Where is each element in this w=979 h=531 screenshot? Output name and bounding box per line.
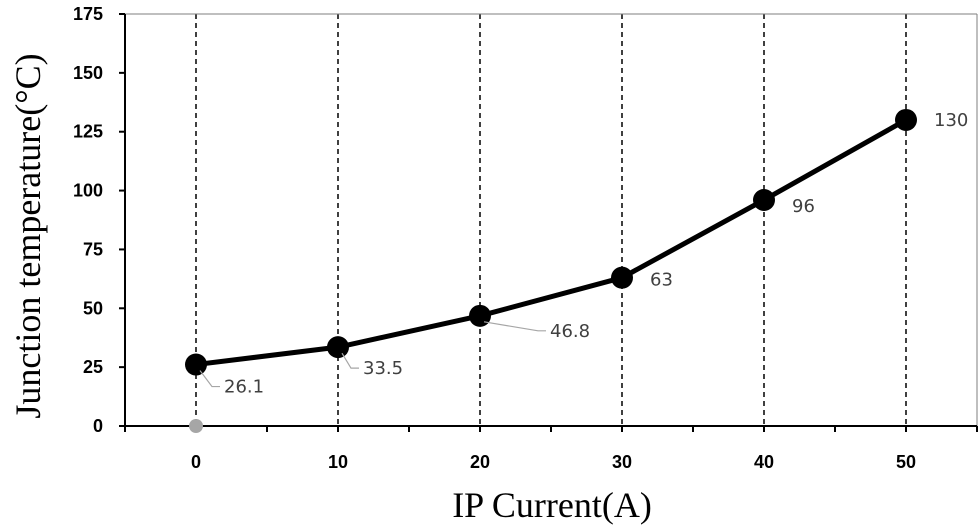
x-tick-label-20: 20 xyxy=(470,452,490,472)
data-point-4 xyxy=(753,188,775,211)
vertical-gridlines xyxy=(195,14,907,426)
axes xyxy=(119,13,978,432)
data-label-0: 26.1 xyxy=(224,377,264,398)
y-axis-title: Junction temperature(°C) xyxy=(8,53,48,418)
leader-line-2 xyxy=(483,321,546,332)
data-labels: 26.1 33.5 46.8 63 96 130 xyxy=(199,110,968,398)
data-label-2: 46.8 xyxy=(550,321,590,342)
y-tick-label-0: 0 xyxy=(93,416,103,436)
y-tick-label-75: 75 xyxy=(83,239,103,259)
data-point-5 xyxy=(895,108,917,131)
y-tick-label-175: 175 xyxy=(73,4,103,24)
y-tick-label-100: 100 xyxy=(73,181,103,201)
y-tick-label-125: 125 xyxy=(73,122,103,142)
origin-point xyxy=(189,419,203,433)
x-tick-label-0: 0 xyxy=(191,452,201,472)
data-label-4: 96 xyxy=(792,196,815,217)
leader-line-0 xyxy=(199,370,220,388)
series-line xyxy=(195,117,908,368)
data-point-0 xyxy=(185,353,207,376)
tick-labels: 0 25 50 75 100 125 150 175 0 10 20 30 40 50 xyxy=(73,4,916,472)
x-tick-label-40: 40 xyxy=(754,452,774,472)
y-tick-label-50: 50 xyxy=(83,298,103,318)
data-label-3: 63 xyxy=(650,270,673,291)
data-point-1 xyxy=(327,336,349,359)
data-label-1: 33.5 xyxy=(363,358,403,379)
x-tick-label-50: 50 xyxy=(896,452,916,472)
data-point-2 xyxy=(469,304,491,327)
x-tick-label-10: 10 xyxy=(328,452,348,472)
leader-line-1 xyxy=(341,352,359,369)
data-label-5: 130 xyxy=(934,110,968,131)
x-axis-title: IP Current(A) xyxy=(452,485,652,525)
x-tick-label-30: 30 xyxy=(612,452,632,472)
data-series xyxy=(185,108,917,433)
y-tick-label-25: 25 xyxy=(83,357,103,377)
data-point-3 xyxy=(611,266,633,289)
y-tick-label-150: 150 xyxy=(73,63,103,83)
